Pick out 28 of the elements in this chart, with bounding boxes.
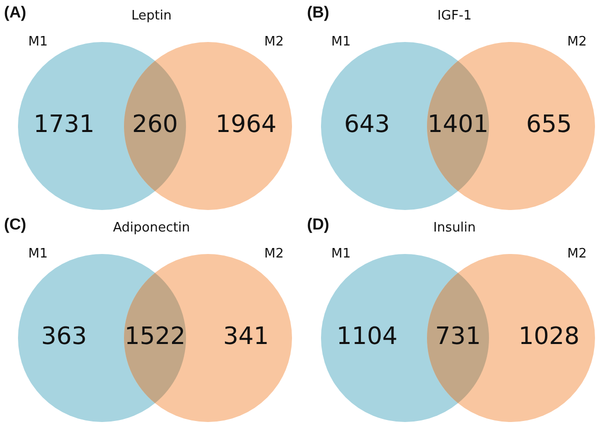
category-label: M2 (567, 246, 587, 262)
data-label: 731 (435, 322, 481, 350)
text: (C) (4, 216, 26, 234)
data-label: 1964 (215, 110, 277, 138)
category-label: M2 (264, 34, 284, 50)
text: (D) (307, 216, 330, 234)
category-label: M1 (331, 34, 351, 50)
data-label: 341 (223, 322, 269, 350)
data-label: 1401 (427, 110, 489, 138)
data-label: 655 (526, 110, 572, 138)
category-label: M1 (331, 246, 351, 262)
category-label: M2 (264, 246, 284, 262)
data-label: 363 (41, 322, 87, 350)
category-label: M1 (28, 34, 48, 50)
text: (A) (4, 4, 26, 22)
text: Leptin (131, 8, 172, 24)
category-label: M1 (28, 246, 48, 262)
text: (B) (307, 4, 330, 22)
data-label: 1522 (124, 322, 186, 350)
text: Adiponectin (112, 220, 190, 236)
data-label: 1028 (518, 322, 580, 350)
text: IGF-1 (437, 8, 472, 24)
data-label: 1731 (33, 110, 95, 138)
data-label: 260 (132, 110, 178, 138)
data-label: 643 (344, 110, 390, 138)
category-label: M2 (567, 34, 587, 50)
data-label: 1104 (336, 322, 398, 350)
text: Insulin (433, 220, 476, 236)
